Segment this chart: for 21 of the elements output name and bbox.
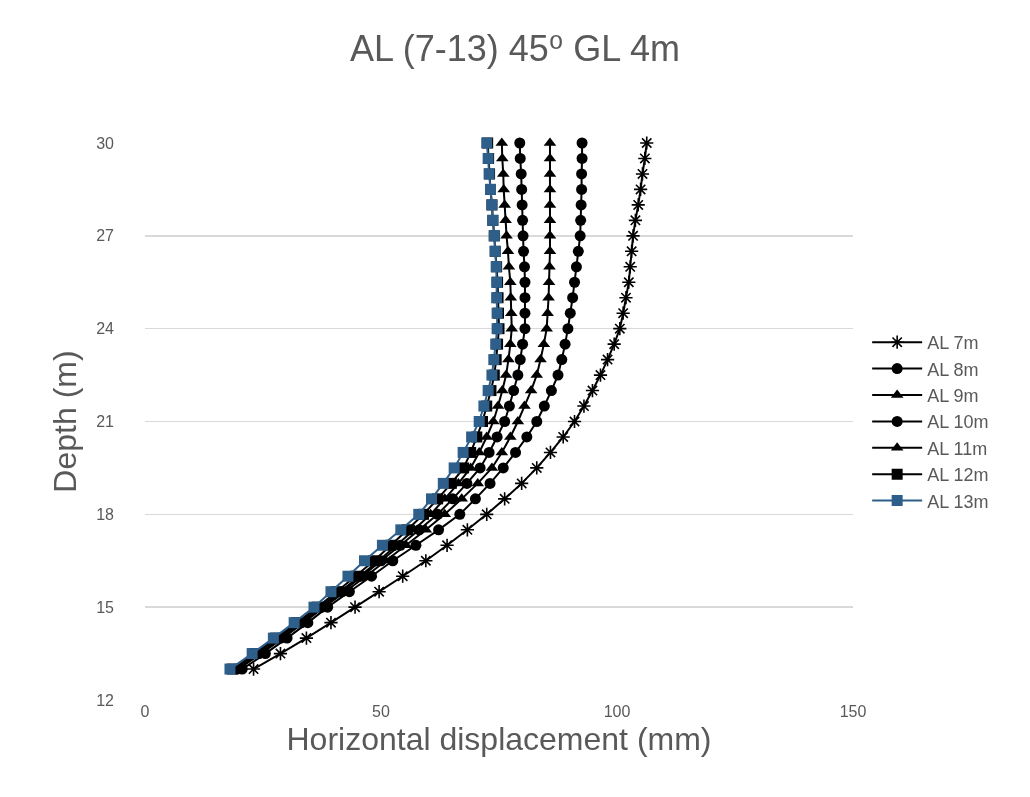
y-tick-label: 27 (96, 227, 115, 245)
x-tick-label: 150 (839, 703, 867, 720)
x-axis-title: Horizontal displacement (mm) (286, 720, 712, 757)
y-tick-label: 15 (96, 598, 115, 616)
y-axis-title: Depth (m) (46, 350, 83, 493)
x-tick-label: 0 (140, 703, 150, 720)
legend-label: AL 11m (927, 438, 988, 459)
legend-label: AL 9m (927, 386, 979, 407)
legend-label: AL 8m (927, 359, 979, 380)
legend-label: AL 13m (927, 491, 989, 512)
x-tick-label: 100 (603, 703, 631, 720)
y-tick-label: 30 (96, 134, 115, 152)
legend-label: AL 12m (927, 465, 989, 486)
x-tick-label: 50 (372, 703, 390, 720)
y-tick-label: 12 (96, 691, 115, 709)
chart-title: AL (7-13) 45⁰ GL 4m (350, 28, 680, 70)
y-tick-label: 21 (96, 413, 115, 431)
y-tick-label: 18 (96, 505, 115, 523)
y-tick-label: 24 (96, 320, 115, 338)
legend-label: AL 10m (927, 412, 989, 433)
legend-label: AL 7m (927, 333, 979, 354)
